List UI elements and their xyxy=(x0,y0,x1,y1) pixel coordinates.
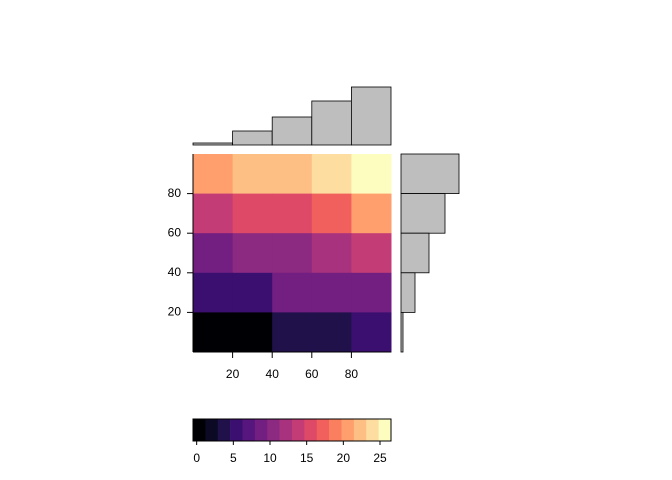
heat-cell xyxy=(272,272,313,313)
heat-cell xyxy=(272,233,313,274)
heat-cell xyxy=(311,272,352,313)
heat-cell xyxy=(351,233,392,274)
y-tick-label: 80 xyxy=(168,186,182,200)
colorbar-swatch xyxy=(267,419,280,441)
heat-cell xyxy=(193,193,234,234)
x-tick-label: 80 xyxy=(345,367,359,381)
colorbar-tick-label: 25 xyxy=(373,451,387,465)
colorbar-swatch xyxy=(292,419,305,441)
colorbar-tick-label: 10 xyxy=(263,451,277,465)
heat-cell xyxy=(351,312,392,353)
heat-cell xyxy=(232,154,273,195)
heat-cell xyxy=(311,233,352,274)
colorbar-swatch xyxy=(366,419,379,441)
colorbar-swatch xyxy=(304,419,318,441)
top-margin-bar xyxy=(232,130,273,146)
colorbar-tick-label: 20 xyxy=(337,451,351,465)
colorbar-swatch xyxy=(279,419,293,441)
heat-cell xyxy=(232,193,273,234)
right-margin-bar xyxy=(400,232,430,274)
colorbar-swatch xyxy=(230,419,243,441)
top-margin-bar xyxy=(350,86,392,146)
right-margin-bar xyxy=(400,272,416,313)
heat-cell xyxy=(232,312,273,353)
heat-cell xyxy=(193,233,234,274)
heat-cell xyxy=(351,272,392,313)
top-margin-bar xyxy=(311,100,352,146)
colorbar-swatch xyxy=(193,419,206,441)
colorbar-tick-label: 5 xyxy=(230,451,237,465)
heat-cell xyxy=(232,272,273,313)
top-margin-bar xyxy=(192,142,233,146)
heat-cell xyxy=(272,154,313,195)
colorbar-swatch xyxy=(378,419,392,441)
colorbar-swatch xyxy=(217,419,231,441)
right-margin-bar xyxy=(400,153,460,194)
y-tick-label: 40 xyxy=(168,265,182,279)
heat-cell xyxy=(351,193,392,234)
heat-cell xyxy=(272,193,313,234)
colorbar-swatch xyxy=(316,419,330,441)
colorbar-tick-label: 0 xyxy=(193,451,200,465)
y-tick-label: 60 xyxy=(168,225,182,239)
heat-cell xyxy=(311,154,352,195)
top-margin-bar xyxy=(271,116,313,146)
heat-cell xyxy=(272,312,313,353)
colorbar-swatch xyxy=(341,419,355,441)
colorbar-swatch xyxy=(242,419,256,441)
heat-cell xyxy=(232,233,273,274)
colorbar-swatch xyxy=(329,419,342,441)
colorbar-tick-label: 15 xyxy=(300,451,314,465)
colorbar-swatch xyxy=(353,419,367,441)
heat-cell xyxy=(193,272,234,313)
right-margin-bar xyxy=(400,193,446,234)
colorbar-swatch xyxy=(205,419,219,441)
heat-cell xyxy=(351,154,392,195)
heat-cell xyxy=(311,312,352,353)
y-tick-label: 20 xyxy=(168,305,182,319)
heat-cell xyxy=(193,312,234,353)
right-margin-bar xyxy=(400,311,404,353)
colorbar-swatch xyxy=(254,419,268,441)
x-tick-label: 20 xyxy=(226,367,240,381)
colorbar-frame xyxy=(192,418,392,442)
heat-cell xyxy=(193,154,234,195)
x-tick-label: 40 xyxy=(266,367,280,381)
heat-cell xyxy=(311,193,352,234)
x-tick-label: 60 xyxy=(305,367,319,381)
